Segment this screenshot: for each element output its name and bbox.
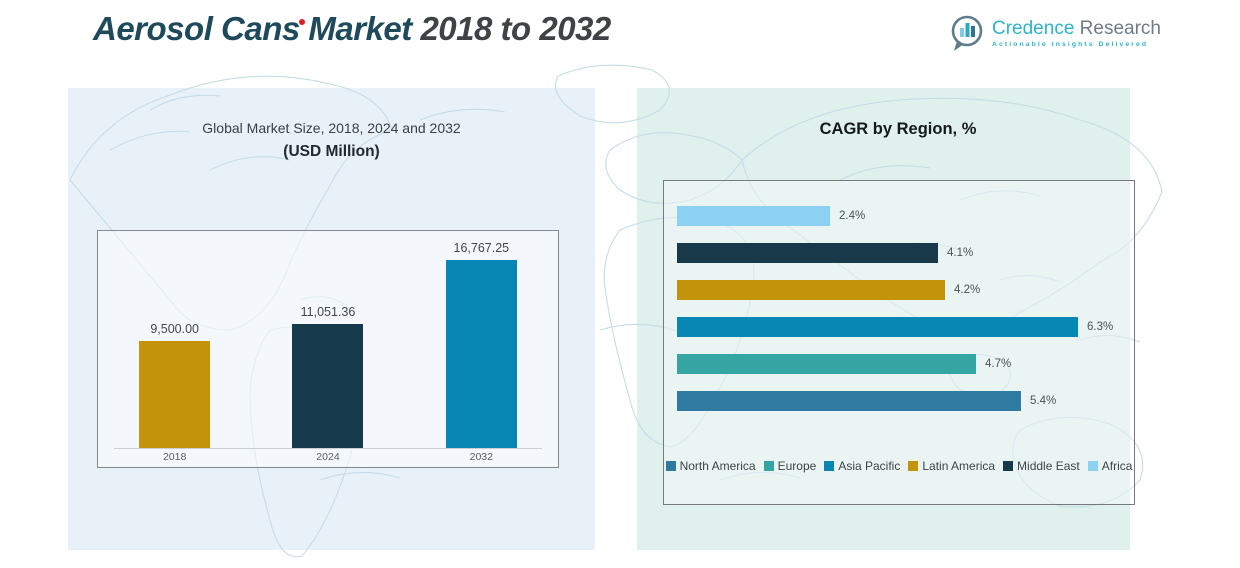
legend-swatch [665, 461, 676, 471]
x-axis-label-2032: 2032 [469, 451, 493, 463]
legend-swatch [908, 461, 919, 471]
page-title: Aerosol Cans Market 2018 to 2032 [93, 10, 611, 56]
hbar-europe [677, 354, 976, 374]
hbar-latin-america [677, 280, 945, 300]
legend-item-middle-east: Middle East [1003, 459, 1080, 473]
logo-bubble-chart-icon [951, 15, 983, 51]
hbar-value-label: 4.1% [947, 247, 974, 259]
legend-swatch [1003, 461, 1014, 471]
x-axis-label-2024: 2024 [316, 451, 340, 463]
region-legend: North America Europe Asia Pacific Latin Ame… [664, 459, 1134, 473]
hbar-value-label: 5.4% [1030, 395, 1057, 407]
legend-label: North America [679, 459, 756, 473]
left-chart-title-line1: Global Market Size, 2018, 2024 and 2032 [202, 120, 461, 136]
cagr-by-region-bar-chart: North America Europe Asia Pacific Latin Ame… [663, 180, 1135, 505]
column-group-2018: 9,500.00 [102, 322, 248, 448]
column-group-2024: 11,051.36 [255, 305, 401, 448]
market-size-column-chart: 9,500.00 11,051.36 16,767.25 2018 2024 2032 [97, 230, 559, 468]
bar-value-label: 9,500.00 [150, 322, 199, 336]
hbar-row-middle-east: 4.1% [677, 243, 973, 263]
legend-item-europe: Europe [763, 459, 817, 473]
x-axis-label-2018: 2018 [162, 451, 187, 463]
legend-item-asia-pacific: Asia Pacific [824, 459, 900, 473]
bar-2018 [139, 341, 211, 448]
credence-research-logo: Credence Research Actionable Insights De… [948, 13, 1161, 53]
legend-swatch [1087, 461, 1098, 471]
legend-label: Asia Pacific [838, 459, 901, 473]
legend-label: Africa [1101, 459, 1133, 473]
legend-swatch [824, 461, 835, 471]
hbar-row-north-america: 5.4% [677, 391, 1056, 411]
legend-label: Latin America [922, 459, 996, 473]
bar-value-label: 16,767.25 [453, 241, 510, 255]
hbar-value-label: 4.2% [954, 284, 981, 296]
logo-brand-secondary: Research [1074, 18, 1161, 39]
x-axis-line [114, 448, 542, 449]
hbar-north-america [677, 391, 1021, 411]
legend-label: Middle East [1017, 459, 1080, 473]
logo-tagline: Actionable Insights Delivered [992, 41, 1149, 48]
legend-item-africa: Africa [1087, 459, 1133, 473]
left-chart-title-line2: (USD Million) [283, 143, 380, 160]
hbar-row-europe: 4.7% [677, 354, 1011, 374]
hbar-africa [677, 206, 830, 226]
bar-value-label: 11,051.36 [300, 305, 356, 319]
title-accent-dot [299, 19, 305, 25]
logo-brand-line: Credence Research [992, 18, 1161, 39]
bar-2032 [445, 260, 517, 448]
legend-swatch [763, 461, 774, 471]
hbar-value-label: 4.7% [985, 358, 1012, 370]
legend-label: Europe [777, 459, 817, 473]
hbar-row-africa: 2.4% [677, 206, 865, 226]
hbar-row-latin-america: 4.2% [677, 280, 980, 300]
right-chart-title: CAGR by Region, % [819, 120, 977, 138]
legend-item-latin-america: Latin America [908, 459, 995, 473]
hbar-value-label: 2.4% [839, 210, 866, 222]
column-plot: 9,500.00 11,051.36 16,767.25 [98, 239, 558, 448]
hbar-value-label: 6.3% [1087, 321, 1114, 333]
hbar-asia-pacific [677, 317, 1078, 337]
hbar-middle-east [677, 243, 938, 263]
page-title-years: 2018 to 2032 [420, 10, 611, 47]
legend-item-north-america: North America [665, 459, 756, 473]
column-x-labels: 2018 2024 2032 [98, 451, 558, 463]
page-title-main: Aerosol Cans Market [93, 10, 421, 47]
logo-text: Credence Research Actionable Insights De… [992, 18, 1161, 48]
logo-brand-primary: Credence [992, 18, 1075, 39]
bar-2024 [292, 324, 364, 448]
hbar-row-asia-pacific: 6.3% [677, 317, 1113, 337]
column-group-2032: 16,767.25 [408, 241, 554, 448]
